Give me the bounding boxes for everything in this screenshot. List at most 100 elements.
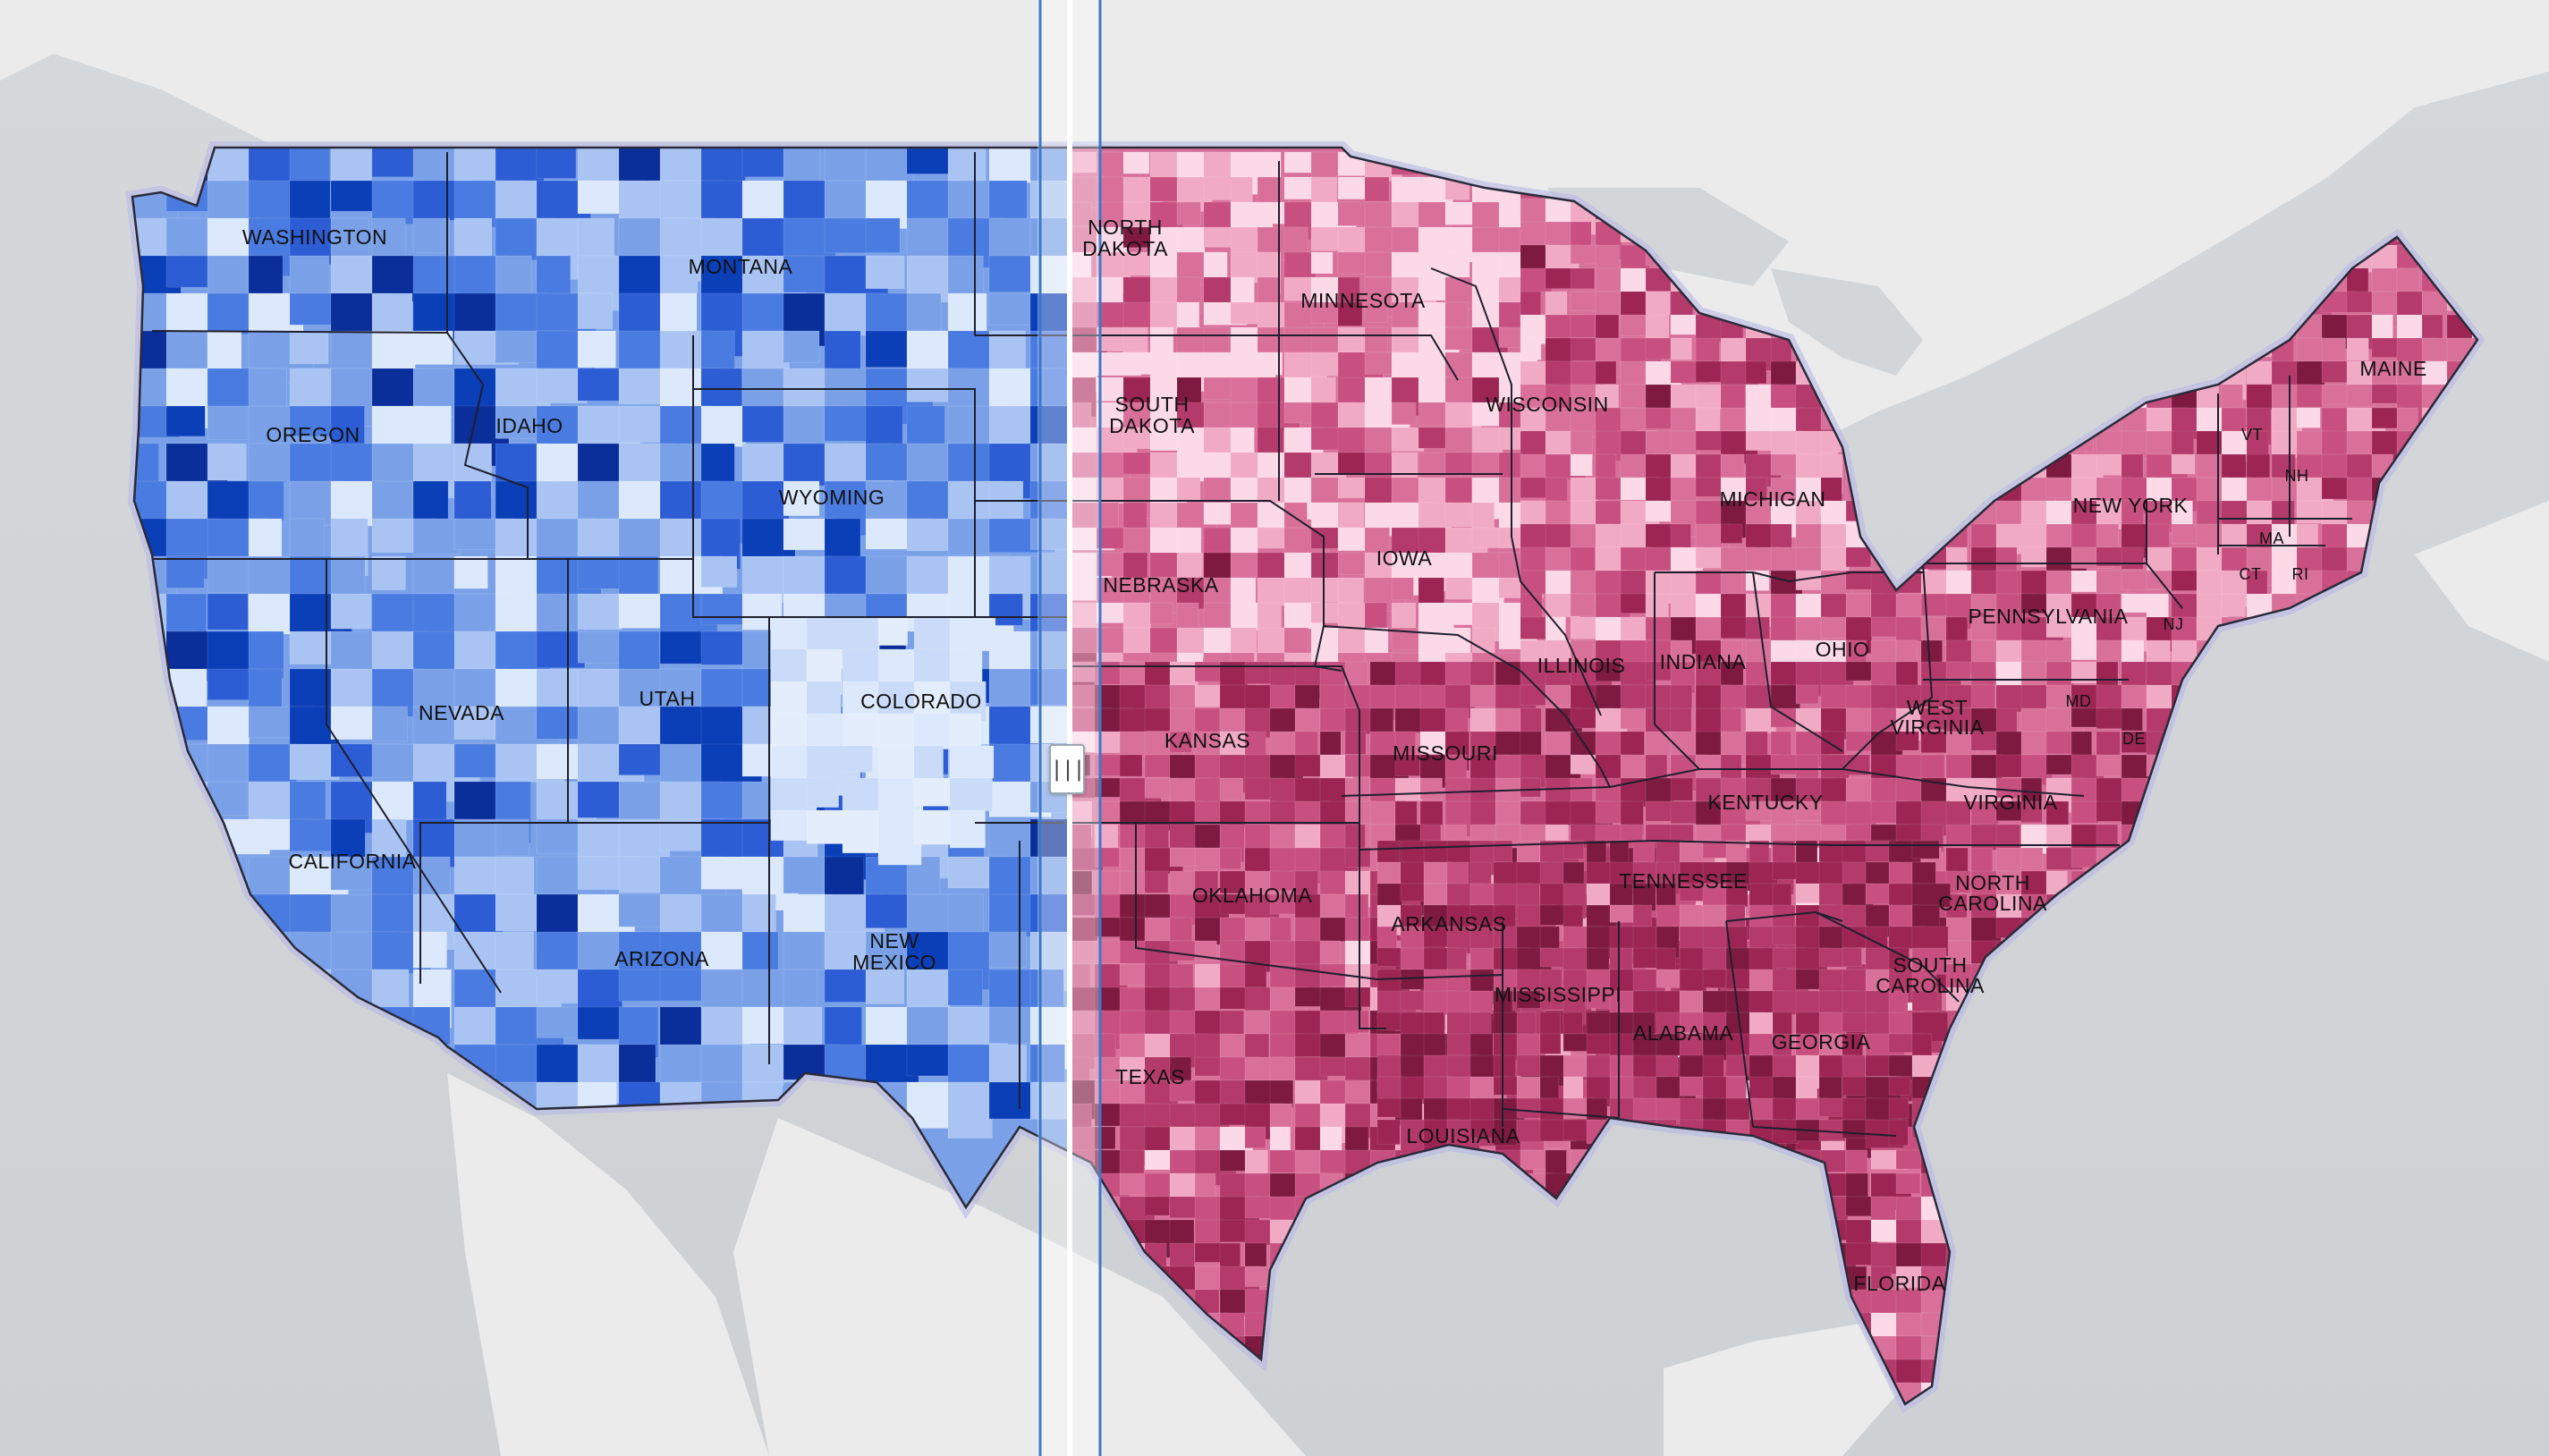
county-cell <box>949 616 996 652</box>
county-cell <box>207 443 247 481</box>
county-cell <box>865 969 905 1004</box>
county-cell <box>865 217 901 253</box>
county-cell <box>1444 326 1474 351</box>
county-cell <box>289 292 339 326</box>
county-cell <box>988 148 1033 183</box>
label-idaho: IDAHO <box>495 414 563 437</box>
county-cell <box>1096 301 1128 333</box>
county-cell <box>1219 1219 1249 1243</box>
county-cell <box>1169 940 1198 961</box>
county-cell <box>1344 731 1367 755</box>
county-cell <box>1516 1012 1537 1037</box>
county-cell <box>1391 402 1417 426</box>
county-cell <box>1144 1196 1170 1216</box>
label-north-dakota-1: NORTH <box>1088 216 1163 239</box>
county-cell <box>1895 1172 1921 1194</box>
label-oregon: OREGON <box>266 423 360 446</box>
county-cell <box>618 743 665 775</box>
label-alabama: ALABAMA <box>1633 1021 1733 1045</box>
county-cell <box>1725 1076 1747 1103</box>
county-cell <box>1244 1196 1274 1219</box>
county-cell <box>1645 684 1673 712</box>
label-georgia: GEORGIA <box>1772 1030 1871 1054</box>
county-cell <box>1679 1097 1707 1122</box>
county-cell <box>577 706 620 745</box>
county-cell <box>1469 883 1497 905</box>
county-cell <box>1586 840 1607 865</box>
county-cell <box>207 405 256 441</box>
county-cell <box>1469 1012 1492 1037</box>
county-cell <box>412 330 453 365</box>
county-cell <box>1203 251 1228 280</box>
county-cell <box>741 368 784 414</box>
county-cell <box>1283 151 1313 174</box>
county-cell <box>453 743 500 778</box>
county-cell <box>1702 969 1727 988</box>
county-cell <box>577 969 623 1009</box>
county-cell <box>1545 500 1571 525</box>
county-cell <box>988 330 1026 374</box>
county-cell <box>2121 453 2144 479</box>
county-cell <box>289 818 336 852</box>
county-cell <box>2171 453 2196 475</box>
county-cell <box>289 443 332 484</box>
county-cell <box>371 706 408 742</box>
county-cell <box>1679 1076 1706 1096</box>
county-cell <box>2146 639 2171 665</box>
county-cell <box>1069 201 1093 226</box>
county-cell <box>1870 1219 1898 1242</box>
county-cell <box>1194 1266 1222 1291</box>
county-cell <box>1294 824 1323 850</box>
county-cell <box>1319 1033 1346 1058</box>
swipe-handle[interactable]: ||| <box>1049 744 1086 794</box>
county-cell <box>1770 707 1797 728</box>
county-cell <box>659 255 699 294</box>
county-cell <box>1595 291 1621 318</box>
label-tennessee: TENNESSEE <box>1619 869 1748 893</box>
county-cell <box>1970 639 1997 665</box>
label-minnesota: MINNESOTA <box>1300 289 1426 312</box>
county-cell <box>906 148 956 174</box>
county-cell <box>577 368 622 402</box>
county-cell <box>1632 840 1656 864</box>
county-cell <box>371 405 419 448</box>
label-west-virginia-2: VIRGINIA <box>1891 715 1985 739</box>
county-cell <box>906 931 953 976</box>
label-mississippi: MISSISSIPPI <box>1495 983 1622 1006</box>
county-cell <box>1423 1097 1450 1122</box>
county-cell <box>1244 963 1267 988</box>
county-cell <box>1337 176 1367 199</box>
county-cell <box>1539 1033 1562 1054</box>
county-cell <box>1745 616 1770 639</box>
county-cell <box>577 555 621 589</box>
label-de: DE <box>2122 730 2146 748</box>
label-nj: NJ <box>2164 615 2184 633</box>
county-cell <box>2271 500 2295 529</box>
county-cell <box>1749 1033 1774 1058</box>
label-california: CALIFORNIA <box>288 850 416 873</box>
label-kentucky: KENTUCKY <box>1707 791 1823 814</box>
county-cell <box>2121 707 2143 732</box>
county-cell <box>1645 731 1674 758</box>
county-cell <box>207 593 249 631</box>
county-cell <box>2221 593 2246 617</box>
county-cell <box>906 1044 953 1077</box>
county-cell <box>1670 684 1693 710</box>
label-north-dakota-2: DAKOTA <box>1082 237 1168 260</box>
county-cell <box>824 518 861 559</box>
label-south-dakota-1: SOUTH <box>1115 393 1190 416</box>
county-cell <box>947 368 991 414</box>
county-cell <box>947 969 983 1006</box>
county-cell <box>412 856 451 902</box>
county-cell <box>1770 754 1799 775</box>
county-cell <box>741 330 790 376</box>
county-cell <box>1294 707 1321 733</box>
county-cell <box>1310 477 1342 507</box>
county-cell <box>1149 452 1181 481</box>
county-cell <box>1865 883 1893 905</box>
county-cell <box>1562 1012 1583 1035</box>
county-cell <box>2296 407 2321 428</box>
